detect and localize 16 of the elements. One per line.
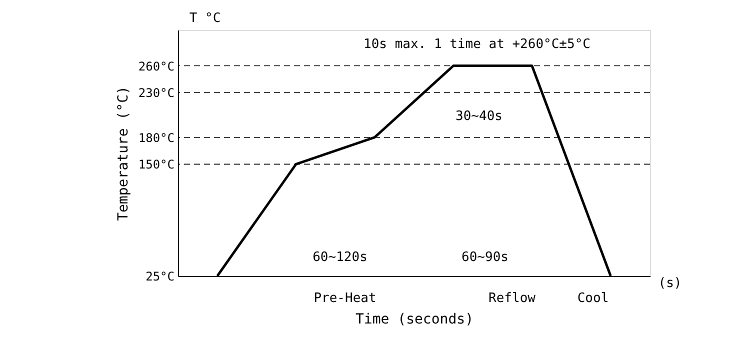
text: Pre-Heat <box>314 291 376 306</box>
annotation: 30~40s <box>456 109 502 124</box>
text: (s) <box>658 276 682 291</box>
y-tick-label: 180°C <box>138 130 174 145</box>
x-axis-title: Time (seconds) <box>355 312 474 328</box>
text: T °C <box>189 11 221 26</box>
y-tick-label: 150°C <box>138 158 174 172</box>
y-tick-label: 230°C <box>138 86 174 100</box>
annotation: 60~120s <box>312 250 368 265</box>
y-tick-label: 260°C <box>138 59 174 74</box>
y-axis-title: Temperature (°C) <box>115 86 132 221</box>
annotation: 60~90s <box>462 250 508 265</box>
text: Reflow <box>488 291 536 306</box>
text: Cool <box>577 291 609 306</box>
y-tick-label: 25°C <box>146 270 174 284</box>
annotation: 10s max. 1 time at +260°C±5°C <box>364 37 590 52</box>
